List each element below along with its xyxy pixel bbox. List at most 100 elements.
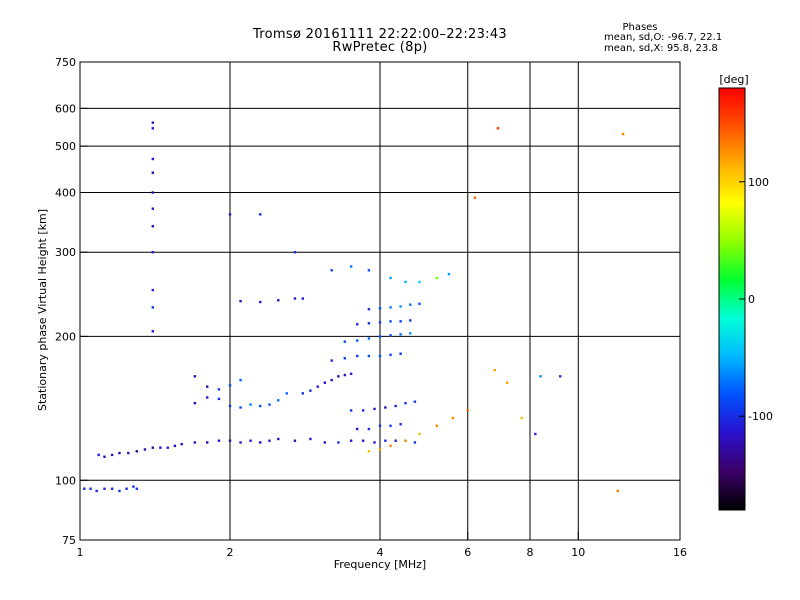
data-point (259, 404, 262, 408)
data-point (367, 354, 371, 358)
data-point (493, 368, 497, 372)
data-point (378, 335, 382, 338)
x-tick-label: 1 (77, 546, 84, 559)
x-tick-label: 8 (527, 546, 534, 559)
data-point (95, 489, 98, 493)
data-point (373, 407, 376, 411)
data-point (151, 251, 155, 254)
y-tick-label: 750 (55, 56, 76, 69)
data-point (409, 332, 412, 335)
y-tick-label: 400 (55, 186, 76, 199)
data-point (239, 378, 242, 382)
data-point (473, 196, 477, 199)
data-point (151, 330, 155, 333)
data-point (309, 437, 312, 441)
data-point (343, 357, 347, 360)
data-point (409, 303, 412, 306)
data-point (384, 439, 387, 442)
data-point (217, 439, 221, 442)
data-point (496, 127, 500, 130)
data-point (228, 439, 232, 442)
data-point (193, 375, 197, 378)
data-point (135, 487, 138, 490)
data-point (378, 321, 382, 324)
y-tick-label: 200 (55, 330, 76, 343)
data-point (89, 487, 92, 490)
data-point (151, 225, 155, 228)
data-point (293, 251, 297, 254)
data-point (399, 305, 402, 308)
data-point (378, 448, 382, 451)
colorbar-label: [deg] (719, 73, 748, 86)
data-point (367, 450, 371, 453)
data-point (435, 424, 438, 428)
data-point (151, 446, 155, 449)
data-point (389, 306, 392, 309)
data-point (418, 280, 421, 284)
x-axis-ticks: 1 2 4 6 8 10 16 (77, 532, 687, 559)
data-point (389, 353, 392, 357)
data-point (378, 354, 382, 358)
data-point (413, 441, 417, 444)
data-point (418, 302, 421, 305)
x-tick-label: 10 (571, 546, 585, 559)
y-tick-label: 100 (55, 474, 76, 487)
colorbar-tick-label: 100 (748, 176, 769, 189)
scatter-points (83, 121, 625, 493)
data-point (404, 439, 407, 442)
x-tick-label: 4 (377, 546, 384, 559)
data-point (355, 354, 359, 358)
data-point (166, 446, 169, 449)
y-axis-ticks: 75 100 200 300 400 500 600 750 (55, 56, 88, 547)
data-point (205, 441, 209, 444)
data-point (330, 378, 333, 382)
x-tick-label: 6 (464, 546, 471, 559)
data-point (394, 404, 397, 408)
y-tick-label: 500 (55, 140, 76, 153)
chart-subtitle: RwPretec (8p) (332, 40, 428, 55)
data-point (367, 269, 371, 272)
data-point (399, 352, 402, 355)
data-point (520, 416, 523, 420)
data-point (404, 401, 407, 405)
data-point (151, 207, 155, 210)
data-point (239, 406, 242, 409)
data-point (293, 439, 297, 442)
data-point (268, 403, 271, 406)
phases-title: Phases (622, 22, 658, 33)
data-point (399, 423, 402, 426)
data-point (367, 322, 371, 325)
data-point (404, 280, 407, 284)
data-point (205, 396, 209, 399)
data-point (259, 441, 262, 444)
data-point (435, 276, 438, 280)
data-point (293, 297, 297, 300)
data-point (616, 489, 619, 493)
data-point (151, 171, 155, 174)
data-point (173, 444, 177, 448)
data-point (151, 121, 155, 124)
data-point (132, 485, 135, 488)
data-point (110, 453, 114, 457)
data-point (330, 359, 333, 362)
data-point (239, 299, 242, 303)
data-point (159, 446, 162, 449)
data-point (451, 416, 455, 420)
data-point (323, 441, 327, 444)
data-point (205, 385, 209, 388)
data-point (97, 453, 100, 457)
y-tick-label: 600 (55, 102, 76, 115)
data-point (389, 320, 392, 323)
data-point (151, 306, 155, 309)
data-point (309, 389, 312, 392)
data-point (249, 439, 252, 442)
y-tick-label: 300 (55, 246, 76, 259)
data-point (378, 307, 382, 310)
data-point (193, 441, 197, 444)
data-point (118, 489, 121, 493)
data-point (103, 455, 106, 458)
data-point (323, 381, 327, 384)
data-point (83, 487, 86, 490)
data-point (193, 401, 197, 405)
y-tick-label: 75 (62, 534, 76, 547)
